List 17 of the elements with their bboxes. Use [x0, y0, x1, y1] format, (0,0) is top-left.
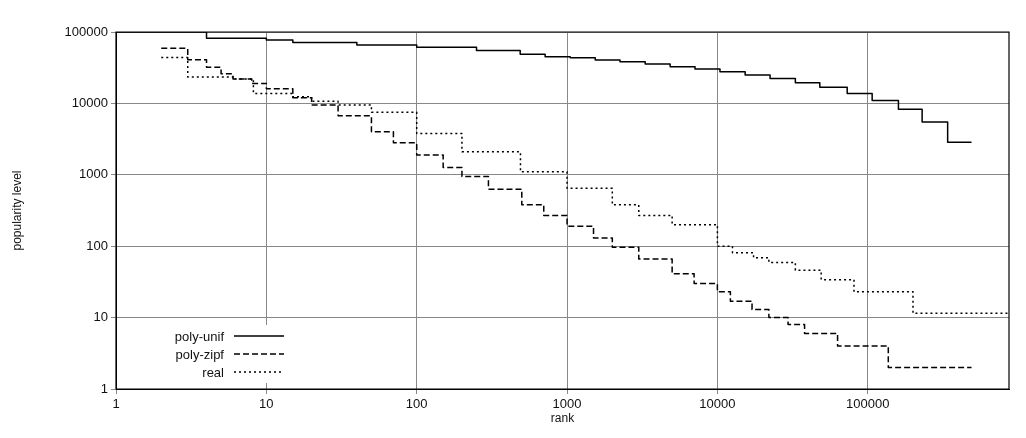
y-tick-label: 1000	[79, 166, 108, 182]
legend-label: real	[201, 364, 225, 380]
y-tick-label: 10000	[71, 94, 108, 110]
x-tick-label: 100	[405, 396, 428, 412]
y-tick-label: 100	[86, 237, 108, 253]
x-tick-label: 10000	[699, 396, 736, 412]
x-tick-label: 1000	[552, 396, 582, 412]
y-tick-label: 100000	[64, 23, 108, 39]
x-tick-label: 1	[112, 396, 120, 412]
y-tick-label: 10	[93, 309, 108, 325]
x-axis-title: rank	[550, 411, 576, 426]
y-tick-label: 1	[100, 380, 108, 396]
x-tick-label: 10	[259, 396, 274, 412]
legend-label: poly-zipf	[174, 346, 225, 362]
x-tick-label: 100000	[846, 396, 890, 412]
legend-label: poly-unif	[173, 328, 225, 344]
y-axis-title: popularity level	[9, 170, 24, 251]
